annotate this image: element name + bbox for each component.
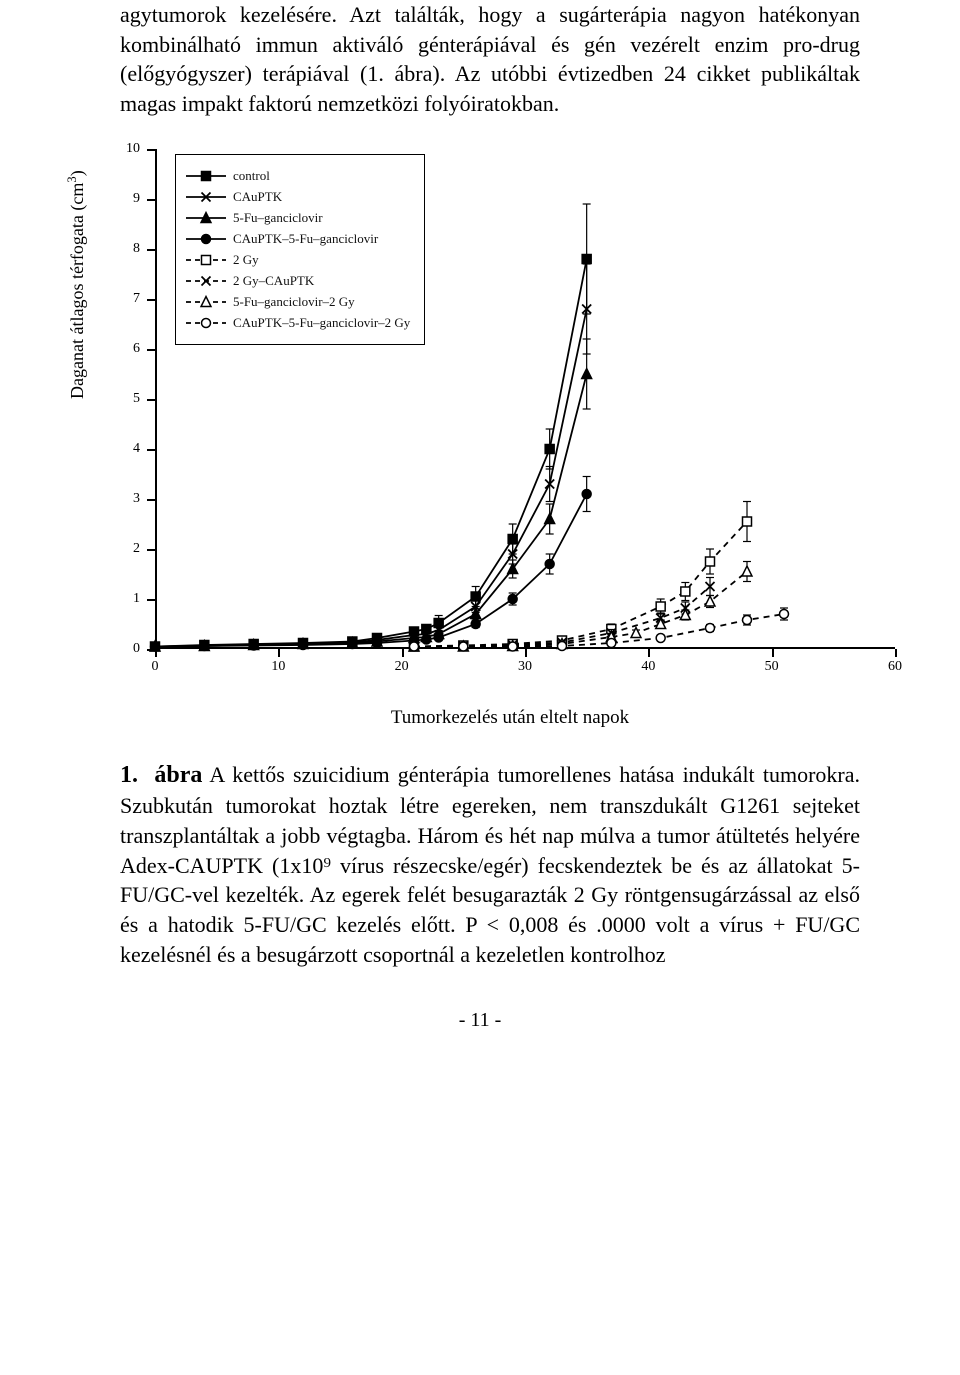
y-tick-mark (147, 499, 155, 501)
legend-entry-2gy_cauptk: 2 Gy–CAuPTK (186, 273, 410, 289)
y-tick-label: 6 (110, 341, 140, 357)
series-marker-cauptk_5fu_ganc_2gy (558, 641, 567, 650)
intro-paragraph: agytumorok kezelésére. Azt találták, hog… (0, 0, 960, 119)
y-tick-mark (147, 199, 155, 201)
series-marker-control (508, 534, 517, 543)
series-marker-cauptk_5fu_ganc_2gy (743, 615, 752, 624)
series-line-cauptk_5fu_ganc_2gy (414, 614, 784, 647)
legend-entry-5fu_ganc: 5-Fu–ganciclovir (186, 210, 410, 226)
y-tick-mark (147, 149, 155, 151)
series-marker-cauptk_5fu_ganc_2gy (508, 642, 517, 651)
series-marker-2gy (656, 602, 665, 611)
x-tick-label: 50 (765, 659, 779, 675)
y-tick-label: 2 (110, 541, 140, 557)
series-marker-cauptk_5fu_ganc (249, 641, 258, 650)
x-tick-label: 30 (518, 659, 532, 675)
y-tick-mark (147, 399, 155, 401)
legend-entry-cauptk_5fu_ganc: CAuPTK–5-Fu–ganciclovir (186, 231, 410, 247)
legend-entry-5fu_ganc_2gy: 5-Fu–ganciclovir–2 Gy (186, 294, 410, 310)
series-marker-2gy (681, 587, 690, 596)
y-axis-label-prefix: Daganat átlagos térfogata (cm (67, 182, 87, 398)
y-tick-mark (147, 599, 155, 601)
y-axis-label-suffix: ) (67, 170, 87, 176)
chart-legend: control CAuPTK 5-Fu–ganciclovir CAuPTK–5-Fu… (175, 154, 425, 345)
series-marker-5fu_ganc_2gy (631, 627, 641, 637)
series-marker-cauptk_5fu_ganc (582, 489, 591, 498)
page-number: - 11 - (0, 1009, 960, 1032)
series-marker-cauptk_5fu_ganc_2gy (459, 642, 468, 651)
figure-caption: 1. ábra A kettős szuicidium génterápia t… (0, 729, 960, 970)
x-axis-caption: Tumorkezelés után eltelt napok (0, 707, 960, 729)
x-tick-label: 20 (395, 659, 409, 675)
x-tick-mark (155, 649, 157, 657)
y-tick-label: 8 (110, 241, 140, 257)
x-tick-mark (278, 649, 280, 657)
y-tick-label: 9 (110, 191, 140, 207)
y-tick-mark (147, 549, 155, 551)
series-marker-cauptk_5fu_ganc (299, 640, 308, 649)
series-line-5fu_ganc_2gy (414, 571, 747, 646)
chart-plot-area: control CAuPTK 5-Fu–ganciclovir CAuPTK–5-Fu… (155, 149, 895, 649)
x-tick-label: 40 (641, 659, 655, 675)
figure-container: Daganat átlagos térfogata (cm3) controlC… (0, 139, 960, 699)
y-tick-mark (147, 249, 155, 251)
series-marker-cauptk_5fu_ganc (200, 641, 209, 650)
y-tick-label: 3 (110, 491, 140, 507)
series-line-cauptk (155, 309, 587, 647)
figure-number: 1. (120, 762, 138, 788)
series-marker-cauptk_5fu_ganc_2gy (607, 638, 616, 647)
x-tick-label: 10 (271, 659, 285, 675)
series-marker-2gy (743, 517, 752, 526)
series-marker-5fu_ganc (582, 368, 592, 378)
x-tick-label: 0 (152, 659, 159, 675)
legend-entry-cauptk_5fu_ganc_2gy: CAuPTK–5-Fu–ganciclovir–2 Gy (186, 315, 410, 331)
y-axis-label: Daganat átlagos térfogata (cm3) (65, 170, 88, 399)
series-marker-cauptk_5fu_ganc_2gy (410, 642, 419, 651)
x-tick-mark (772, 649, 774, 657)
legend-entry-cauptk: CAuPTK (186, 189, 410, 205)
y-tick-label: 7 (110, 291, 140, 307)
y-tick-mark (147, 449, 155, 451)
series-marker-cauptk_5fu_ganc (434, 633, 443, 642)
series-marker-cauptk_5fu_ganc (471, 619, 480, 628)
x-tick-label: 60 (888, 659, 902, 675)
series-marker-cauptk_5fu_ganc_2gy (706, 623, 715, 632)
y-tick-label: 10 (110, 141, 140, 157)
y-tick-mark (147, 299, 155, 301)
series-marker-5fu_ganc (545, 513, 555, 523)
series-marker-cauptk_5fu_ganc (422, 635, 431, 644)
y-tick-mark (147, 349, 155, 351)
series-marker-control (471, 592, 480, 601)
x-tick-mark (525, 649, 527, 657)
series-marker-cauptk_5fu_ganc (373, 638, 382, 647)
y-tick-label: 0 (110, 641, 140, 657)
y-tick-mark (147, 649, 155, 651)
series-marker-control (582, 254, 591, 263)
series-marker-cauptk_5fu_ganc_2gy (656, 633, 665, 642)
series-marker-2gy (706, 557, 715, 566)
figure-bold-label: ábra (154, 762, 202, 788)
series-marker-cauptk_5fu_ganc (545, 559, 554, 568)
legend-entry-2gy: 2 Gy (186, 252, 410, 268)
series-marker-5fu_ganc_2gy (742, 566, 752, 576)
legend-entry-control: control (186, 168, 410, 184)
series-line-5fu_ganc (155, 374, 587, 647)
x-tick-mark (402, 649, 404, 657)
y-tick-label: 1 (110, 591, 140, 607)
x-tick-mark (895, 649, 897, 657)
series-marker-cauptk_5fu_ganc (508, 594, 517, 603)
x-tick-mark (648, 649, 650, 657)
series-marker-cauptk_5fu_ganc (348, 639, 357, 648)
series-marker-cauptk_5fu_ganc_2gy (780, 609, 789, 618)
series-marker-control (545, 444, 554, 453)
y-axis-label-sup: 3 (65, 176, 79, 182)
y-tick-label: 5 (110, 391, 140, 407)
y-tick-label: 4 (110, 441, 140, 457)
figure-caption-text: A kettős szuicidium génterápia tumorelle… (120, 762, 860, 967)
